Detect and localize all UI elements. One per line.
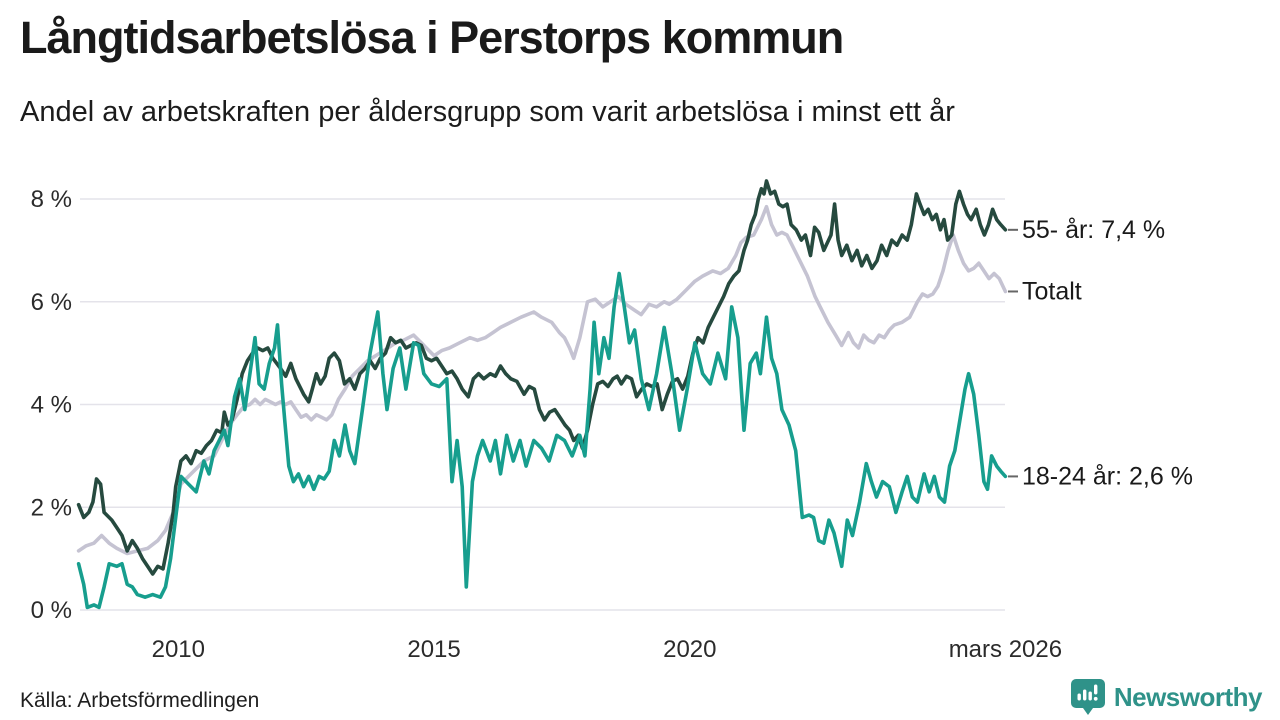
brand-logo: Newsworthy xyxy=(1070,678,1263,716)
brand-wordmark: Newsworthy xyxy=(1113,681,1263,712)
series-end-label-totalt: Totalt xyxy=(1022,277,1082,305)
x-axis-tick-label: mars 2026 xyxy=(949,636,1062,663)
y-axis-tick-label: 2 % xyxy=(31,494,72,521)
y-axis-tick-label: 4 % xyxy=(31,392,72,419)
series-line-totalt xyxy=(76,204,1008,556)
chart-subtitle: Andel av arbetskraften per åldersgrupp s… xyxy=(20,96,955,128)
chart-title: Långtidsarbetslösa i Perstorps kommun xyxy=(20,12,844,63)
series-line-18-24-r xyxy=(76,271,1008,610)
x-axis-tick-label: 2015 xyxy=(407,636,460,663)
series-end-label-55-r: 55- år: 7,4 % xyxy=(1022,216,1165,244)
series-line-55-r xyxy=(76,179,1008,576)
series-end-label-18-24-r: 18-24 år: 2,6 % xyxy=(1022,462,1193,490)
x-axis-tick-label: 2020 xyxy=(663,636,716,663)
newsworthy-icon xyxy=(1070,679,1105,715)
y-axis-tick-label: 0 % xyxy=(31,597,72,624)
source-note: Källa: Arbetsförmedlingen xyxy=(20,689,260,712)
x-axis-tick-label: 2010 xyxy=(152,636,205,663)
y-axis-tick-label: 8 % xyxy=(31,186,72,213)
y-axis-tick-label: 6 % xyxy=(31,289,72,316)
